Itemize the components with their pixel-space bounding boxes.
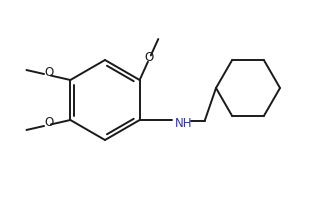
Text: O: O (144, 51, 153, 64)
Text: O: O (44, 66, 53, 79)
Text: NH: NH (175, 117, 192, 130)
Text: O: O (44, 116, 53, 129)
